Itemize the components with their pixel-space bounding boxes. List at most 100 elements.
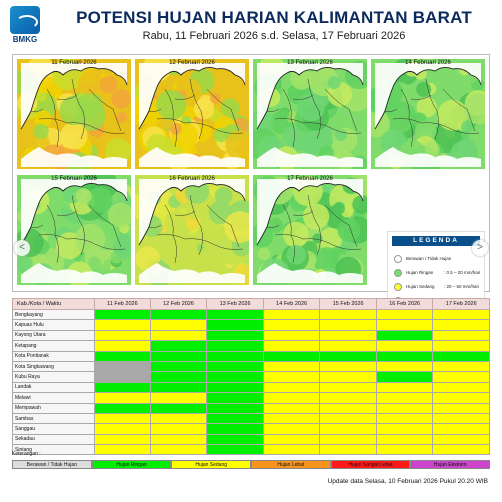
bmkg-emblem-icon (10, 6, 40, 34)
table-cell (375, 340, 434, 352)
table-cell (94, 319, 151, 331)
table-cell (149, 308, 208, 321)
table-cell (149, 402, 208, 414)
legend-swatch-icon (394, 269, 402, 277)
map-date-label: 13 Februari 2026 (287, 60, 333, 66)
table-cell (149, 360, 208, 373)
table-row-name: Bengkayang (12, 308, 95, 321)
table-row-name: Kapuas Hulu (12, 319, 95, 331)
table-cell (94, 340, 151, 352)
table-cell (206, 381, 264, 394)
table-row: Sintang (12, 444, 490, 456)
table-cell (149, 319, 208, 331)
table-cell (149, 329, 208, 342)
table-cell (432, 402, 490, 414)
table-cell (375, 381, 434, 394)
table-cell (262, 423, 321, 435)
table-cell (432, 412, 490, 425)
table-cell (432, 444, 490, 456)
table-row: Sanggau (12, 423, 490, 435)
table-row-name: Sanggau (12, 423, 95, 435)
table-cell (206, 412, 264, 425)
page-title: POTENSI HUJAN HARIAN KALIMANTAN BARAT (76, 8, 472, 27)
prev-arrow-icon[interactable]: < (14, 240, 30, 256)
table-row-name: Kota Pontianak (12, 350, 95, 362)
table-row-name: Kota Singkawang (12, 360, 95, 373)
table-header-date: 16 Feb 2026 (375, 298, 434, 310)
table-cell (206, 402, 264, 414)
keterangan-item: Hujan Sedang (171, 460, 252, 469)
table-row-name: Sintang (12, 444, 95, 456)
rain-map-image (253, 59, 367, 169)
keterangan-item: Hujan Sangat Lebat (330, 460, 411, 469)
table-cell (206, 340, 264, 352)
legend-item-range: : 0.5 – 20 mm/hari (444, 270, 481, 275)
table-cell (149, 433, 208, 446)
table-cell (319, 340, 377, 352)
table-cell (432, 433, 490, 446)
table-cell (375, 402, 434, 414)
table-row: Kubu Raya (12, 371, 490, 383)
table-cell (206, 329, 264, 342)
table-cell (375, 350, 434, 362)
table-cell (432, 350, 490, 362)
table-row: Landak (12, 381, 490, 394)
table-cell (319, 402, 377, 414)
rain-map: 17 Februari 2026 (253, 175, 367, 285)
table-row-name: Sambas (12, 412, 95, 425)
table-cell (432, 340, 490, 352)
rain-map-image (135, 59, 249, 169)
table-cell (319, 329, 377, 342)
table-row: Sambas (12, 412, 490, 425)
table-cell (94, 402, 151, 414)
table-cell (206, 423, 264, 435)
table-cell (206, 319, 264, 331)
table-row: Bengkayang (12, 308, 490, 321)
table-cell (94, 308, 151, 321)
table-cell (375, 360, 434, 373)
rain-map: 13 Februari 2026 (253, 59, 367, 169)
table-cell (375, 433, 434, 446)
table-header-date: 17 Feb 2026 (432, 298, 490, 310)
table-cell (319, 308, 377, 321)
table-cell (319, 433, 377, 446)
table-cell (149, 392, 208, 404)
rain-map-image (371, 59, 485, 169)
table-cell (319, 444, 377, 456)
keterangan-item: Berawan / Tidak Hujan (12, 460, 92, 469)
table-cell (206, 444, 264, 456)
keterangan-item: Hujan Ekstrem (410, 460, 491, 469)
table-header-date: 13 Feb 2026 (206, 298, 264, 310)
rain-map: 14 Februari 2026 (371, 59, 485, 169)
table-cell (262, 381, 321, 394)
table-cell (375, 392, 434, 404)
table-cell (94, 329, 151, 342)
map-panel: 11 Februari 2026 12 Februari 2026 13 Feb… (12, 54, 490, 337)
table-cell (432, 329, 490, 342)
table-cell (206, 308, 264, 321)
map-date-label: 15 Februari 2026 (51, 176, 97, 182)
table-cell (149, 444, 208, 456)
table-cell (262, 308, 321, 321)
next-arrow-icon[interactable]: > (472, 240, 488, 256)
table-cell (262, 340, 321, 352)
update-info: Update data Selasa, 10 Februari 2026 Puk… (327, 478, 488, 485)
table-header-date: 14 Feb 2026 (262, 298, 321, 310)
table-cell (375, 371, 434, 383)
table-cell (262, 392, 321, 404)
table-row-name: Kubu Raya (12, 371, 95, 383)
table-cell (149, 371, 208, 383)
table-cell (432, 392, 490, 404)
table-cell (262, 371, 321, 383)
rain-map-image (17, 59, 131, 169)
map-date-label: 11 Februari 2026 (51, 60, 97, 66)
table-cell (206, 350, 264, 362)
table-cell (262, 402, 321, 414)
legend-item: Hujan Sedang : 20 – 50 mm/hari (394, 282, 484, 292)
legend-item-range: : 20 – 50 mm/hari (444, 284, 480, 289)
legend-title: LEGENDA (392, 236, 480, 246)
table-cell (375, 444, 434, 456)
map-date-label: 14 Februari 2026 (405, 60, 451, 66)
table-cell (262, 412, 321, 425)
